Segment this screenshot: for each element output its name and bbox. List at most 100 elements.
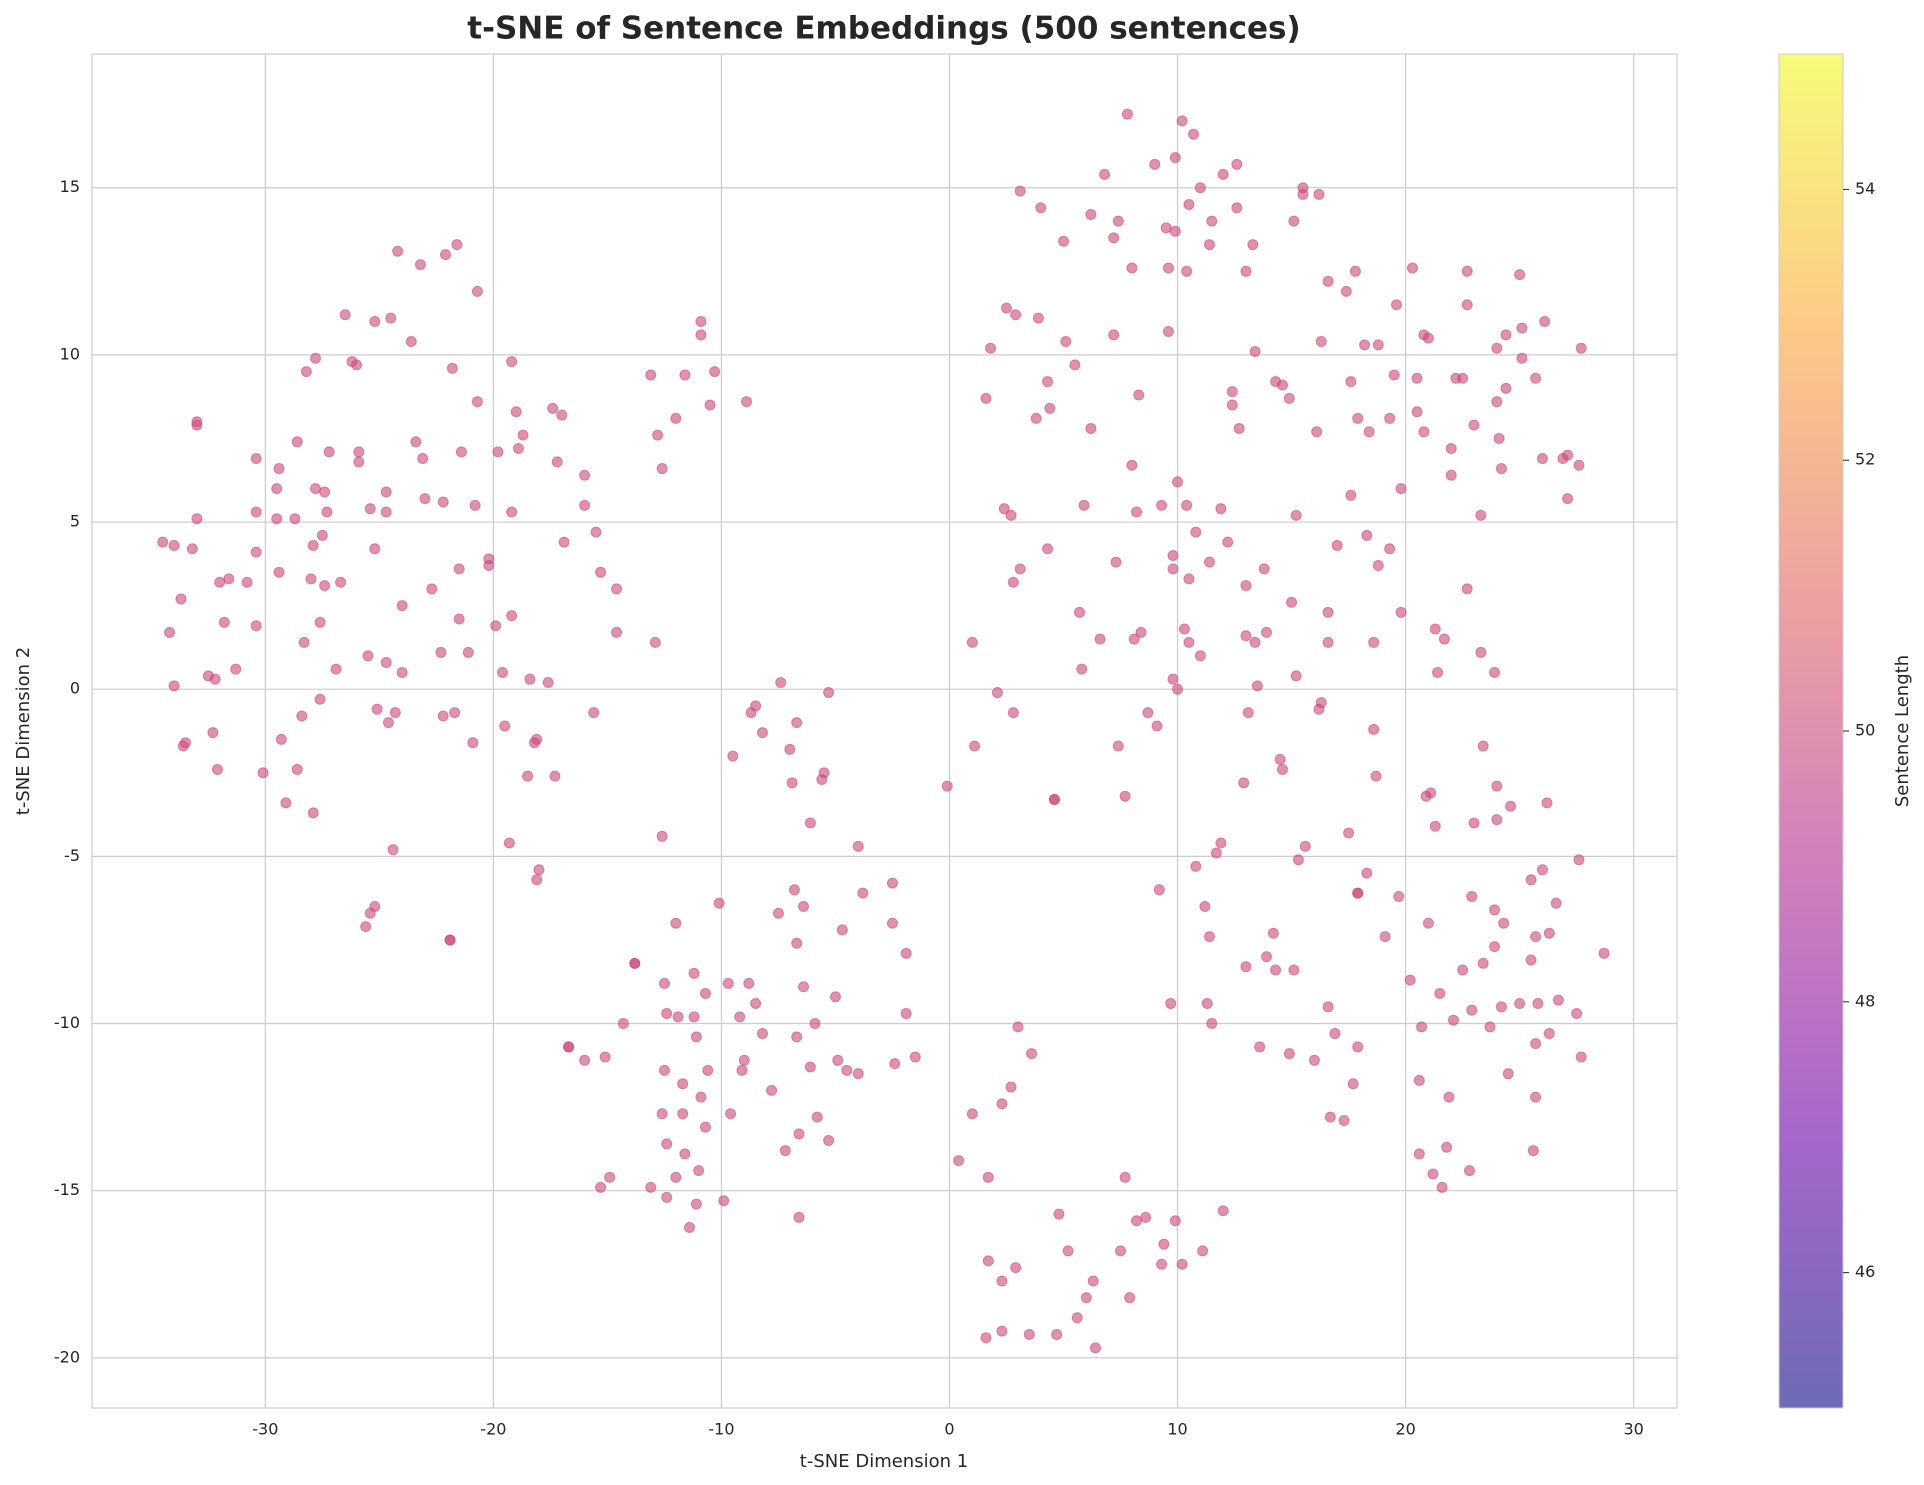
point <box>699 1121 711 1133</box>
point <box>1322 1001 1334 1013</box>
point <box>309 352 321 364</box>
point <box>467 737 479 749</box>
point <box>353 446 365 458</box>
point <box>786 777 798 789</box>
point <box>1411 372 1423 384</box>
point <box>453 613 465 625</box>
point <box>1422 917 1434 929</box>
point <box>1352 1041 1364 1053</box>
point <box>1331 539 1343 551</box>
point <box>617 1018 629 1030</box>
point <box>969 740 981 752</box>
point <box>1416 1021 1428 1033</box>
point <box>679 369 691 381</box>
point <box>517 429 529 441</box>
point <box>1422 332 1434 344</box>
y-tick-label: -20 <box>54 1347 80 1366</box>
point <box>1089 1342 1101 1354</box>
point <box>941 780 953 792</box>
point <box>982 1255 994 1267</box>
point <box>1005 509 1017 521</box>
point <box>1060 336 1072 348</box>
point <box>319 580 331 592</box>
point <box>1051 1328 1063 1340</box>
point <box>1151 720 1163 732</box>
point <box>1514 269 1526 281</box>
point <box>1489 666 1501 678</box>
point <box>250 546 262 558</box>
point <box>1023 1328 1035 1340</box>
point <box>670 917 682 929</box>
point <box>1550 897 1562 909</box>
point <box>1384 543 1396 555</box>
point <box>699 987 711 999</box>
point <box>1238 777 1250 789</box>
point <box>736 1064 748 1076</box>
point <box>1299 840 1311 852</box>
point <box>1172 476 1184 488</box>
point <box>1340 285 1352 297</box>
point <box>695 315 707 327</box>
point <box>611 583 623 595</box>
point <box>1288 964 1300 976</box>
point <box>380 656 392 668</box>
point <box>314 616 326 628</box>
point <box>1128 633 1140 645</box>
point <box>392 245 404 257</box>
point <box>1183 636 1195 648</box>
point <box>1525 874 1537 886</box>
point <box>1169 225 1181 237</box>
point <box>766 1084 778 1096</box>
point <box>499 720 511 732</box>
point <box>1226 386 1238 398</box>
point <box>271 483 283 495</box>
x-tick-label: 10 <box>1167 1420 1187 1439</box>
point <box>1108 232 1120 244</box>
point <box>250 453 262 465</box>
point <box>1260 626 1272 638</box>
point <box>818 767 830 779</box>
point <box>791 717 803 729</box>
point <box>1370 770 1382 782</box>
point <box>439 249 451 261</box>
point <box>1203 556 1215 568</box>
point <box>444 934 456 946</box>
point <box>1210 847 1222 859</box>
point <box>1425 787 1437 799</box>
point <box>953 1155 965 1167</box>
point <box>371 703 383 715</box>
point <box>1162 262 1174 274</box>
point <box>298 636 310 648</box>
point <box>389 707 401 719</box>
point <box>335 576 347 588</box>
point <box>1240 630 1252 642</box>
point <box>886 877 898 889</box>
x-tick-label: 30 <box>1623 1420 1643 1439</box>
point <box>1418 426 1430 438</box>
point <box>1466 890 1478 902</box>
point <box>214 576 226 588</box>
point <box>1457 964 1469 976</box>
point <box>1432 666 1444 678</box>
point <box>1076 663 1088 675</box>
point <box>1498 917 1510 929</box>
point <box>793 1128 805 1140</box>
colorbar-tick-label: 50 <box>1855 721 1875 740</box>
point <box>1199 901 1211 913</box>
point <box>449 707 461 719</box>
point <box>1249 636 1261 648</box>
point <box>1194 650 1206 662</box>
point <box>1183 573 1195 585</box>
point <box>563 1041 575 1053</box>
point <box>1240 580 1252 592</box>
point <box>1010 309 1022 321</box>
point <box>1495 463 1507 475</box>
colorbar-tick-label: 54 <box>1855 179 1875 198</box>
point <box>1169 152 1181 164</box>
point <box>1249 346 1261 358</box>
point <box>1530 372 1542 384</box>
point <box>490 620 502 632</box>
point <box>1190 526 1202 538</box>
point <box>702 1064 714 1076</box>
point <box>250 620 262 632</box>
